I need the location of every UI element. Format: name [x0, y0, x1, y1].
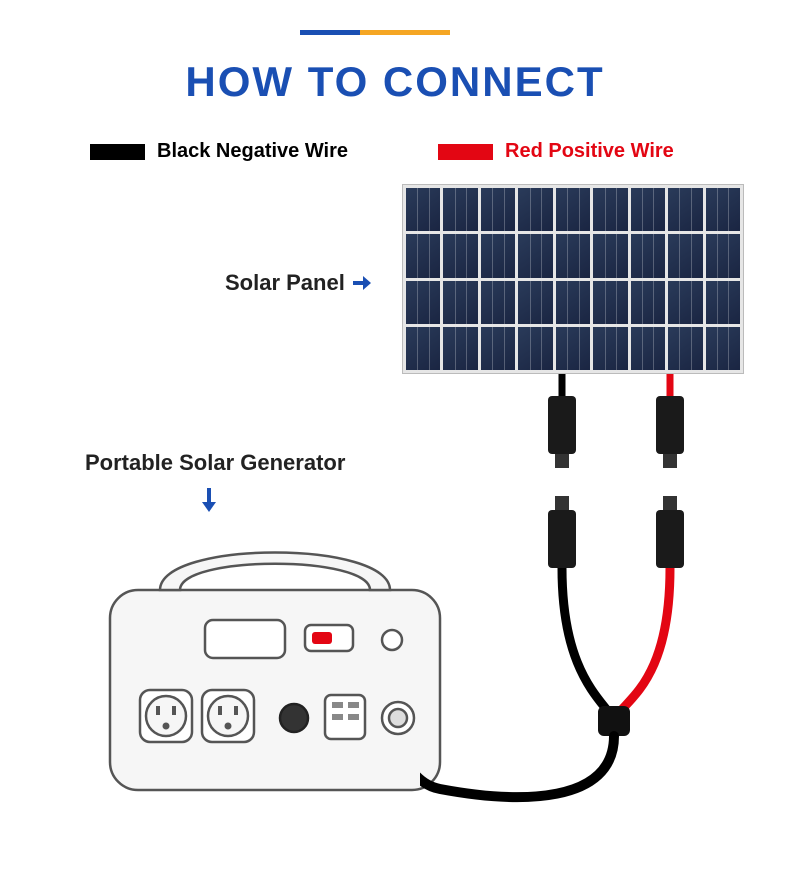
- solar-cell: [406, 188, 440, 231]
- divider-orange: [360, 30, 450, 35]
- solar-cell: [481, 188, 515, 231]
- solar-panel: [402, 184, 744, 374]
- solar-cell: [443, 188, 477, 231]
- solar-cell: [518, 234, 552, 277]
- arrow-right-icon: [353, 274, 377, 292]
- solar-cell: [706, 234, 740, 277]
- mc4-connector-red-panel: [656, 396, 684, 468]
- solar-cell: [556, 281, 590, 324]
- solar-cell: [481, 234, 515, 277]
- solar-cell: [481, 327, 515, 370]
- solar-cell: [631, 188, 665, 231]
- wire-legend: Black Negative Wire Red Positive Wire: [90, 140, 674, 163]
- solar-cell: [406, 281, 440, 324]
- solar-cell: [556, 327, 590, 370]
- solar-cell: [706, 327, 740, 370]
- arrow-down-icon: [200, 488, 218, 516]
- solar-cell: [593, 188, 627, 231]
- solar-cell: [631, 234, 665, 277]
- portable-generator: [90, 520, 460, 810]
- solar-cell: [631, 327, 665, 370]
- solar-cell: [668, 234, 702, 277]
- solar-cell: [443, 234, 477, 277]
- red-wire-segment: [618, 568, 670, 714]
- solar-cell: [406, 234, 440, 277]
- legend-black-label: Black Negative Wire: [157, 140, 348, 163]
- cable-assembly: [420, 374, 770, 854]
- solar-cell: [518, 281, 552, 324]
- solar-panel-label: Solar Panel: [225, 270, 377, 296]
- solar-cell: [593, 281, 627, 324]
- solar-cell: [518, 327, 552, 370]
- solar-cell: [593, 327, 627, 370]
- solar-cell: [406, 327, 440, 370]
- solar-cell: [556, 234, 590, 277]
- solar-cell: [556, 188, 590, 231]
- mc4-connector-black-panel: [548, 396, 576, 468]
- legend-black-wire: Black Negative Wire: [90, 140, 348, 163]
- solar-cell: [706, 281, 740, 324]
- page-title: HOW TO CONNECT: [0, 58, 790, 106]
- mc4-connector-red-cable: [656, 496, 684, 568]
- black-swatch: [90, 144, 145, 160]
- generator-label: Portable Solar Generator: [85, 450, 345, 476]
- legend-red-label: Red Positive Wire: [505, 140, 674, 163]
- solar-cell: [668, 281, 702, 324]
- solar-cell: [443, 281, 477, 324]
- black-wire-segment: [562, 568, 610, 714]
- solar-cell: [443, 327, 477, 370]
- accent-divider: [300, 30, 450, 35]
- solar-panel-text: Solar Panel: [225, 270, 345, 296]
- divider-blue: [300, 30, 360, 35]
- solar-cell: [593, 234, 627, 277]
- solar-cell: [668, 188, 702, 231]
- solar-cell: [706, 188, 740, 231]
- legend-red-wire: Red Positive Wire: [438, 140, 674, 163]
- dc-cable: [420, 642, 614, 797]
- solar-cell: [631, 281, 665, 324]
- solar-cell: [481, 281, 515, 324]
- solar-cell: [518, 188, 552, 231]
- mc4-connector-black-cable: [548, 496, 576, 568]
- red-swatch: [438, 144, 493, 160]
- solar-cell: [668, 327, 702, 370]
